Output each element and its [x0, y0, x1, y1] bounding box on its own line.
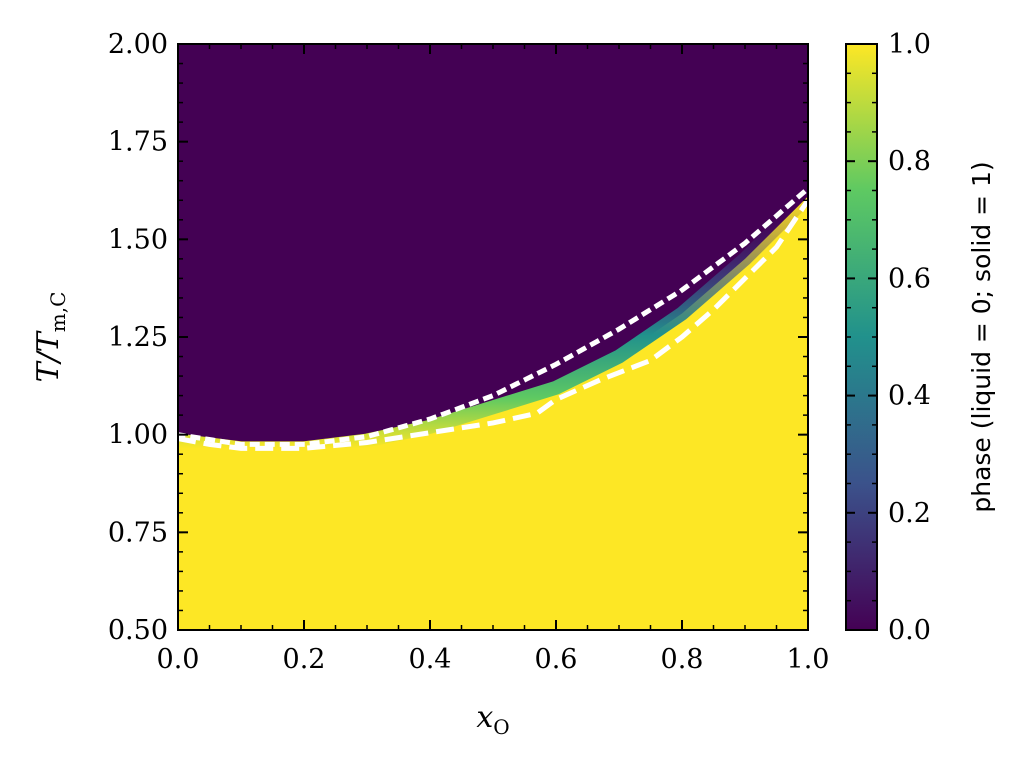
- x-tick-label: 1.0: [787, 644, 830, 675]
- y-tick-label: 1.75: [108, 127, 168, 158]
- axes: 0.0 0.2 0.4 0.6 0.8 1.0 0.50 0.75 1.00 1.25 1.50 1.…: [108, 29, 830, 675]
- y-tick-label: 1.00: [108, 420, 168, 451]
- y-axis-title: T/Tm,C: [31, 292, 70, 383]
- y-tick-label: 1.25: [108, 322, 168, 353]
- plot-area: [178, 44, 808, 630]
- colorbar-tick-label: 0.8: [888, 146, 931, 177]
- x-tick-label: 0.0: [157, 644, 200, 675]
- dotted-boundary-line: [178, 185, 808, 447]
- colorbar-tick-label: 0.6: [888, 263, 931, 294]
- colorbar-title: phase (liquid = 0; solid = 1): [967, 161, 996, 512]
- colorbar-tick-label: 0.2: [888, 498, 931, 529]
- x-axis-title: xO: [476, 700, 509, 739]
- y-tick-label: 1.50: [108, 224, 168, 255]
- y-tick-label: 0.50: [108, 615, 168, 646]
- x-tick-label: 0.6: [535, 644, 578, 675]
- x-tick-label: 0.2: [283, 644, 326, 675]
- dashed-boundary-line: [178, 198, 808, 451]
- y-tick-label: 2.00: [108, 29, 168, 60]
- x-tick-label: 0.4: [409, 644, 452, 675]
- x-axis-title-subscript: O: [493, 715, 509, 739]
- colorbar-tick-label: 1.0: [888, 29, 931, 60]
- colorbar: 0.0 0.2 0.4 0.6 0.8 1.0 phase (liquid = 0; so…: [845, 29, 996, 646]
- colorbar-gradient: [845, 43, 878, 631]
- colorbar-ticks: 0.0 0.2 0.4 0.6 0.8 1.0: [846, 29, 931, 646]
- colorbar-tick-label: 0.4: [888, 381, 931, 412]
- y-axis-title-subscript: m,C: [46, 292, 70, 333]
- y-tick-label: 0.75: [108, 517, 168, 548]
- x-tick-label: 0.8: [661, 644, 704, 675]
- boundary-curves: [178, 185, 808, 451]
- colorbar-tick-label: 0.0: [888, 615, 931, 646]
